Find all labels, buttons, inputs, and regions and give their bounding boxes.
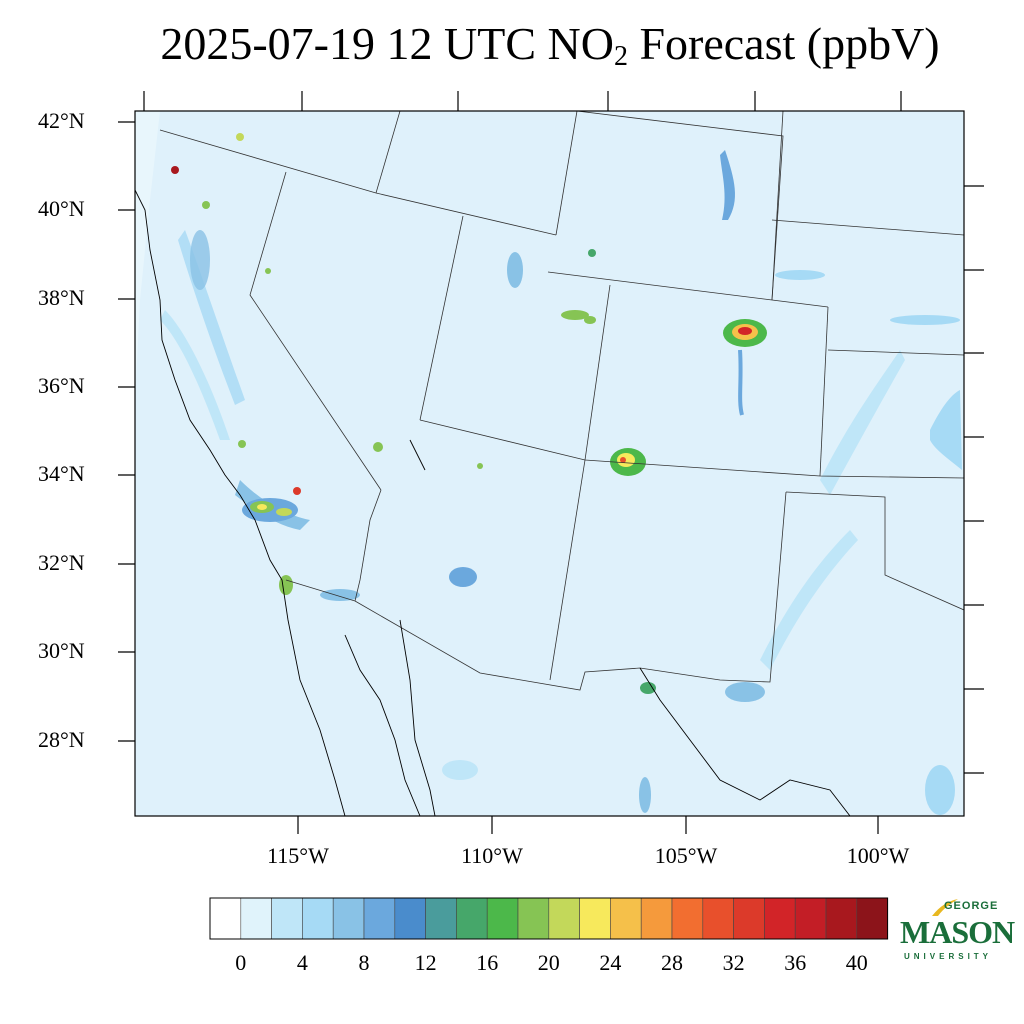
lat-label-34: 34°N bbox=[38, 461, 85, 486]
colorbar-tick-label: 20 bbox=[537, 950, 560, 975]
map-background bbox=[135, 111, 964, 816]
colorbar-swatch bbox=[456, 897, 488, 940]
lat-label-38: 38°N bbox=[38, 285, 85, 310]
colorbar-swatch bbox=[425, 897, 457, 940]
colorbar-swatch bbox=[671, 897, 704, 940]
lat-label-40: 40°N bbox=[38, 196, 85, 221]
title-suffix: Forecast (ppbV) bbox=[627, 18, 940, 69]
colorbar-swatch bbox=[548, 897, 580, 940]
lat-label-32: 32°N bbox=[38, 550, 85, 575]
colorbar-tick-label: 4 bbox=[296, 950, 308, 975]
lon-label-105w: 105°W bbox=[654, 843, 718, 868]
lat-label-42: 42°N bbox=[38, 108, 85, 133]
logo-line1: GEORGE bbox=[944, 900, 999, 912]
lon-label-115w: 115°W bbox=[267, 843, 329, 868]
colorbar-tick-label: 28 bbox=[661, 950, 683, 975]
colorbar-tick-label: 24 bbox=[599, 950, 622, 975]
colorbar-swatch bbox=[640, 897, 673, 940]
lon-label-100w: 100°W bbox=[846, 843, 910, 868]
colorbar-tick-label: 36 bbox=[784, 950, 807, 975]
colorbar-swatch bbox=[302, 897, 334, 940]
colorbar-swatch bbox=[794, 897, 827, 940]
colorbar bbox=[209, 897, 889, 940]
colorbar-swatch bbox=[209, 897, 242, 940]
colorbar-swatch bbox=[702, 897, 734, 940]
colorbar-swatch bbox=[517, 897, 550, 940]
george-mason-logo: GEORGE MASON UNIVERSITY bbox=[900, 898, 1015, 968]
colorbar-tick-label: 8 bbox=[358, 950, 370, 975]
colorbar-swatch bbox=[240, 897, 272, 940]
lat-label-36: 36°N bbox=[38, 373, 85, 398]
colorbar-swatch bbox=[486, 897, 519, 940]
title-subscript: 2 bbox=[613, 41, 628, 72]
colorbar-swatch bbox=[332, 897, 365, 940]
logo-swoosh-icon bbox=[932, 899, 958, 916]
coastline bbox=[135, 189, 851, 816]
colorbar-tick-label: 32 bbox=[722, 950, 745, 975]
colorbar-swatch bbox=[579, 897, 611, 940]
latitude-ticks bbox=[118, 121, 135, 742]
colorbar-tick-label: 40 bbox=[845, 950, 868, 975]
map-title: 2025-07-19 12 UTC NO2 Forecast (ppbV) bbox=[0, 14, 1024, 87]
lon-label-110w: 110°W bbox=[461, 843, 523, 868]
lat-label-28: 28°N bbox=[38, 727, 85, 752]
logo-line3: UNIVERSITY bbox=[904, 952, 993, 961]
colorbar-swatch bbox=[363, 897, 396, 940]
top-ticks bbox=[143, 91, 902, 111]
colorbar-swatch bbox=[825, 897, 858, 940]
logo-line2: MASON bbox=[900, 914, 1015, 950]
state-boundaries bbox=[159, 111, 964, 691]
colorbar-tick-label: 16 bbox=[476, 950, 499, 975]
colorbar-swatch bbox=[733, 897, 765, 940]
plot-frame bbox=[134, 110, 965, 817]
colorbar-tick-label: 0 bbox=[235, 950, 247, 975]
colorbar-swatch bbox=[764, 897, 796, 940]
concentration-field bbox=[135, 111, 962, 815]
colorbar-swatch bbox=[394, 897, 426, 940]
colorbar-tick-label: 12 bbox=[414, 950, 437, 975]
colorbar-swatch bbox=[856, 897, 888, 940]
colorbar-swatch bbox=[271, 897, 303, 940]
title-prefix: 2025-07-19 12 UTC NO bbox=[160, 18, 614, 69]
lat-label-30: 30°N bbox=[38, 638, 85, 663]
colorbar-swatch bbox=[610, 897, 642, 940]
longitude-ticks bbox=[297, 816, 879, 834]
colorbar-frame bbox=[209, 897, 889, 940]
right-ticks bbox=[964, 185, 984, 774]
